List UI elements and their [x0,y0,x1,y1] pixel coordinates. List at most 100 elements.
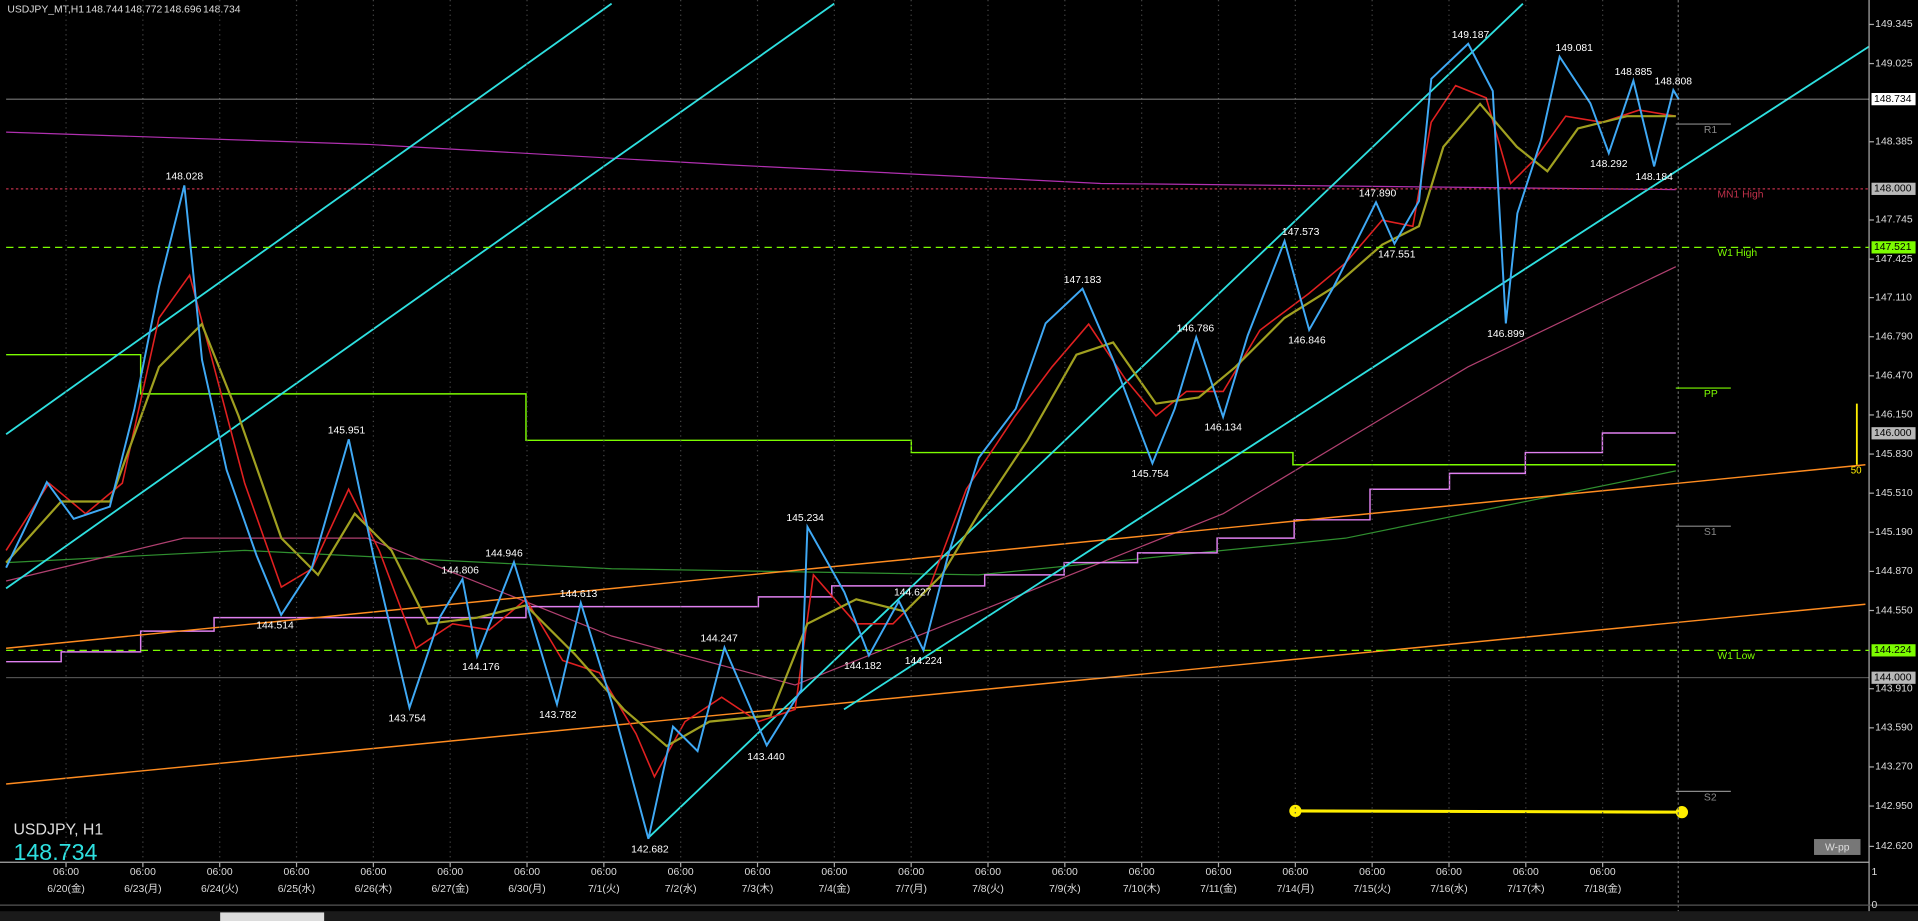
y-tick-label: 144.870 [1875,566,1913,577]
channel-line [647,3,1524,839]
tab-strip [0,911,1918,921]
tab[interactable] [220,912,325,921]
level-label: S1 [1704,527,1717,538]
swing-label: 146.899 [1487,329,1525,340]
swing-label: 145.951 [328,425,366,436]
ma-fast [5,84,1676,779]
swing-label: 144.946 [485,548,523,559]
x-time-label: 06:00 [668,867,694,878]
swing-label: 145.234 [786,513,824,524]
swing-label: 144.514 [256,621,294,632]
ohlc-low: 148.696 [164,5,202,16]
x-date-label: 6/25(水) [278,883,315,895]
swing-label: 146.846 [1288,336,1326,347]
swing-label: 143.754 [388,714,426,725]
x-date-label: 7/2(水) [665,883,697,895]
subwindow-tick: 0 [1872,900,1878,911]
x-time-label: 06:00 [1590,867,1616,878]
y-tick-label: 149.345 [1875,19,1913,30]
x-time-label: 06:00 [130,867,156,878]
x-date-label: 7/1(火) [588,883,620,895]
yellow-line [1295,809,1682,814]
y-tick-label: 149.025 [1875,58,1913,69]
x-time-label: 06:00 [1206,867,1232,878]
x-time-label: 06:00 [360,867,386,878]
x-date-label: 7/15(火) [1353,883,1390,895]
swing-label: 144.224 [905,656,943,667]
y-tick-label: 143.590 [1875,723,1913,734]
swing-label: 144.627 [894,587,932,598]
x-time-label: 06:00 [284,867,310,878]
pivot-step-pink [6,432,1676,663]
swing-label: 142.682 [631,845,669,856]
x-time-label: 06:00 [207,867,233,878]
y-tick-label: 143.910 [1875,683,1913,694]
x-date-label: 6/20(金) [47,882,84,895]
x-date-label: 7/18(金) [1584,882,1621,895]
y-tick-label: 146.470 [1875,371,1913,382]
x-date-label: 6/27(金) [431,882,468,895]
x-date-label: 7/10(木) [1123,883,1160,895]
level-label: W1 Low [1717,651,1755,662]
x-date-label: 7/16(水) [1430,883,1467,895]
x-time-label: 06:00 [898,867,924,878]
price-badge [1871,93,1916,106]
x-date-label: 7/11(金) [1200,882,1237,895]
x-date-label: 7/9(水) [1049,883,1081,895]
symbol-header: USDJPY_MT,H1 [7,5,84,16]
y-tick-label: 147.425 [1875,254,1913,265]
price-badge [1871,427,1916,440]
indicator-button[interactable] [1814,839,1861,855]
ma-100 [5,266,1677,686]
channel-line [843,45,1870,711]
x-date-label: 7/17(木) [1507,883,1544,895]
ohlc-open: 148.744 [86,5,124,16]
y-tick-label: 146.150 [1875,410,1913,421]
corner-symbol: USDJPY, H1 [13,822,103,839]
price-badge-label: 144.000 [1874,672,1912,683]
price-badge [1871,671,1916,684]
swing-label: 147.890 [1359,188,1397,199]
x-date-label: 7/8(火) [972,883,1004,895]
trendline-orange [6,603,1866,785]
swing-label: 147.183 [1064,275,1102,286]
swing-label: 144.806 [441,565,479,576]
ma-200 [6,470,1676,576]
swing-label: 143.440 [747,752,785,763]
y-tick-label: 146.790 [1875,331,1913,342]
x-time-label: 06:00 [437,867,463,878]
y-tick-label: 142.620 [1875,841,1913,852]
x-date-label: 6/24(火) [201,883,238,895]
x-time-label: 06:00 [514,867,540,878]
ohlc-close: 148.734 [203,5,241,16]
swing-label: 149.187 [1452,30,1490,41]
y-tick-label: 144.550 [1875,605,1913,616]
y-tick-label: 145.190 [1875,527,1913,538]
x-date-label: 7/4(金) [818,882,850,895]
yellow-handle [1289,804,1302,818]
swing-label: 144.247 [700,634,738,645]
indicator-button-label: W-pp [1825,842,1850,853]
swing-label: 148.292 [1590,159,1628,170]
channel-line [5,2,613,435]
swing-label: 147.573 [1282,227,1320,238]
x-time-label: 06:00 [1436,867,1462,878]
x-time-label: 06:00 [591,867,617,878]
swing-label: 149.081 [1555,43,1593,54]
subwindow-tick: 1 [1872,867,1878,878]
fib-label: 50 [1851,465,1862,476]
y-tick-label: 147.110 [1875,292,1912,303]
level-label: S2 [1704,792,1717,803]
price-badge-label: 148.734 [1874,94,1912,105]
swing-label: 148.808 [1655,76,1693,87]
ma-mid [5,102,1676,748]
level-label: W1 High [1717,248,1757,259]
swing-label: 148.885 [1615,67,1653,78]
chart-objects [5,0,1870,912]
x-date-label: 6/26(木) [355,883,392,895]
level-label: MN1 High [1717,190,1763,201]
x-time-label: 06:00 [1052,867,1078,878]
swing-label: 146.134 [1204,423,1242,434]
trendline-orange [6,464,1866,649]
